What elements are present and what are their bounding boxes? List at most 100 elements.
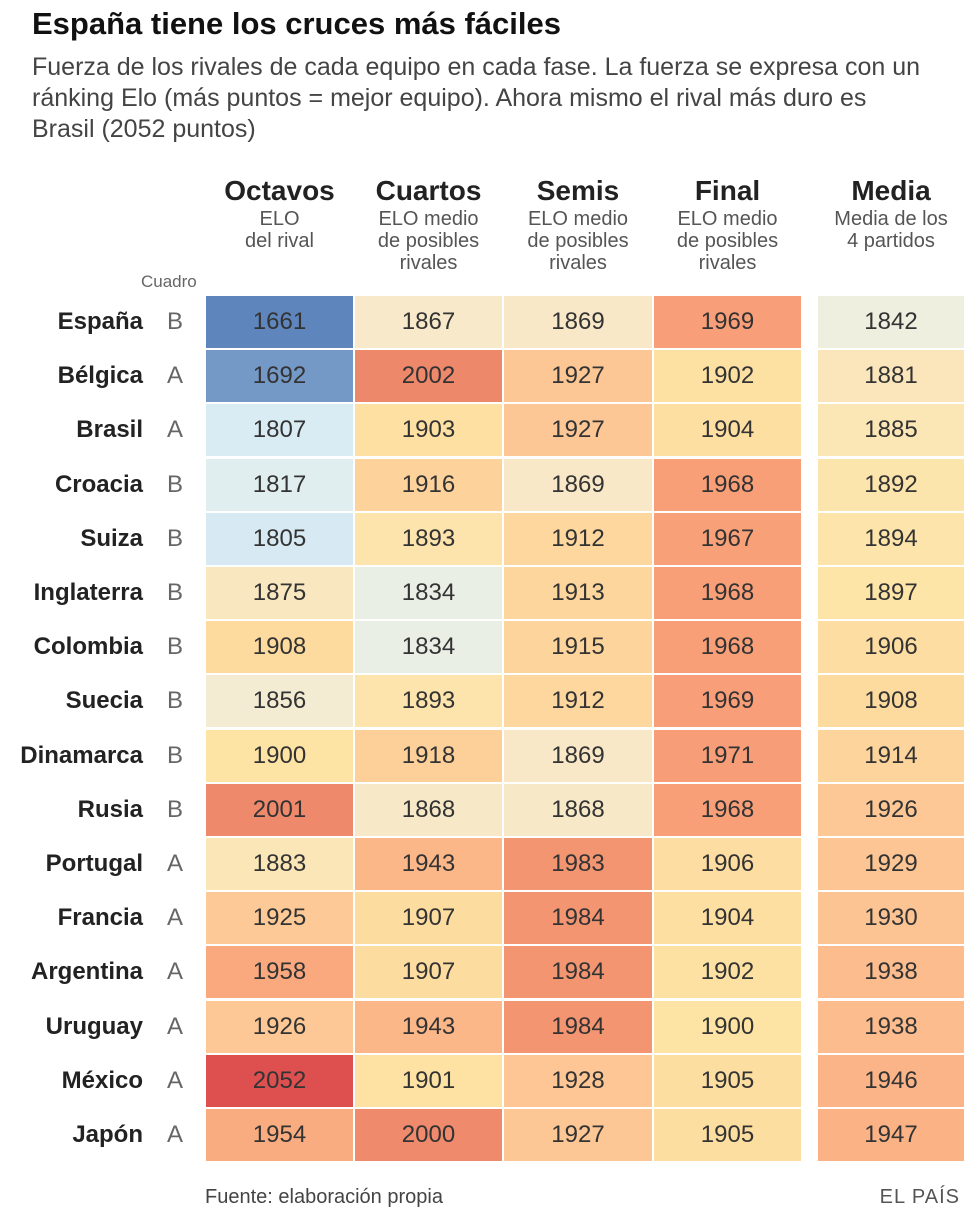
team-cuadro: B	[166, 471, 183, 498]
team-cuadro: B	[166, 742, 183, 769]
heatmap-cell-octavos: 1926	[206, 1001, 353, 1053]
heatmap-cell-final: 1971	[654, 730, 801, 782]
heatmap-cell-media: 1929	[818, 838, 964, 890]
column-subtitle-line: de posibles	[377, 230, 480, 252]
heatmap-cell-octavos: 1958	[206, 946, 353, 998]
team-cuadro: A	[166, 850, 183, 877]
heatmap-cell-media: 1926	[818, 784, 964, 836]
column-subtitle-line: 4 partidos	[847, 230, 935, 252]
cuadro-column-label: Cuadro	[141, 272, 197, 291]
column-subtitle-line: ELO medio	[378, 208, 479, 230]
heatmap-cell-media: 1906	[818, 621, 964, 673]
brand-logo-text: EL PAÍS	[879, 1186, 960, 1208]
team-name: Uruguay	[45, 1013, 143, 1040]
heatmap-cell-media: 1908	[818, 675, 964, 727]
team-name: España	[57, 308, 143, 335]
heatmap-cell-final: 1967	[654, 513, 801, 565]
team-cuadro: A	[166, 1121, 183, 1148]
team-name: Argentina	[30, 958, 143, 985]
heatmap-cell-semis: 1869	[504, 459, 652, 511]
heatmap-cell-semis: 1984	[504, 946, 652, 998]
team-cuadro: B	[166, 796, 183, 823]
team-name: Croacia	[54, 471, 143, 498]
team-name: Suiza	[80, 525, 143, 552]
heatmap-cell-semis: 1869	[504, 296, 652, 348]
team-name: Francia	[57, 904, 143, 931]
heatmap-cell-final: 1968	[654, 459, 801, 511]
heatmap-cell-semis: 1869	[504, 730, 652, 782]
heatmap-cell-octavos: 1807	[206, 404, 353, 456]
column-title: Final	[694, 175, 761, 206]
heatmap-cell-octavos: 2052	[206, 1055, 353, 1107]
team-name: Rusia	[77, 796, 143, 823]
team-cuadro: B	[166, 525, 183, 552]
heatmap-cell-cuartos: 1918	[355, 730, 502, 782]
heatmap-cell-cuartos: 1907	[355, 946, 502, 998]
heatmap-cell-final: 1969	[654, 296, 801, 348]
heatmap-cell-octavos: 1692	[206, 350, 353, 402]
heatmap-cell-media: 1914	[818, 730, 964, 782]
heatmap-cell-octavos: 1900	[206, 730, 353, 782]
heatmap-cell-semis: 1927	[504, 1109, 652, 1161]
heatmap-cell-cuartos: 1903	[355, 404, 502, 456]
chart-title: España tiene los cruces más fáciles	[32, 6, 561, 41]
heatmap-cell-media: 1946	[818, 1055, 964, 1107]
heatmap-cell-final: 1905	[654, 1055, 801, 1107]
heatmap-cell-cuartos: 1893	[355, 513, 502, 565]
team-name: Brasil	[76, 416, 143, 443]
team-name: México	[61, 1067, 143, 1094]
heatmap-cell-final: 1904	[654, 404, 801, 456]
heatmap-cell-cuartos: 1943	[355, 838, 502, 890]
team-cuadro: B	[166, 579, 183, 606]
column-header-final: Final ELO medio de posibles rivales	[654, 174, 801, 274]
source-note: Fuente: elaboración propia	[205, 1186, 443, 1208]
heatmap-cell-semis: 1913	[504, 567, 652, 619]
heatmap-cell-cuartos: 1834	[355, 621, 502, 673]
heatmap-cell-octavos: 1661	[206, 296, 353, 348]
heatmap-cell-cuartos: 1907	[355, 892, 502, 944]
column-header-cuartos: Cuartos ELO medio de posibles rivales	[355, 174, 502, 274]
heatmap-cell-cuartos: 1867	[355, 296, 502, 348]
heatmap-cell-final: 1968	[654, 567, 801, 619]
team-name: Colombia	[33, 633, 143, 660]
column-header-octavos: Octavos ELO del rival	[206, 174, 353, 252]
team-cuadro: B	[166, 308, 183, 335]
heatmap-cell-cuartos: 1943	[355, 1001, 502, 1053]
heatmap-cell-octavos: 1883	[206, 838, 353, 890]
team-name: Inglaterra	[33, 579, 143, 606]
heatmap-cell-semis: 1868	[504, 784, 652, 836]
heatmap-cell-cuartos: 2000	[355, 1109, 502, 1161]
heatmap-cell-semis: 1927	[504, 350, 652, 402]
heatmap-cell-octavos: 2001	[206, 784, 353, 836]
column-title: Octavos	[224, 175, 335, 206]
heatmap-cell-octavos: 1817	[206, 459, 353, 511]
heatmap-cell-media: 1930	[818, 892, 964, 944]
heatmap-cell-final: 1968	[654, 621, 801, 673]
heatmap-cell-semis: 1984	[504, 1001, 652, 1053]
chart-subtitle: Fuerza de los rivales de cada equipo en …	[32, 53, 921, 143]
heatmap-cell-media: 1897	[818, 567, 964, 619]
team-name: Bélgica	[57, 362, 143, 389]
team-cuadro: A	[166, 958, 183, 985]
column-title: Semis	[536, 175, 620, 206]
heatmap-cell-octavos: 1875	[206, 567, 353, 619]
heatmap-cell-cuartos: 2002	[355, 350, 502, 402]
heatmap-cell-cuartos: 1893	[355, 675, 502, 727]
column-subtitle-line: de posibles	[676, 230, 779, 252]
heatmap-cell-octavos: 1856	[206, 675, 353, 727]
heatmap-cell-final: 1905	[654, 1109, 801, 1161]
heatmap-cell-octavos: 1925	[206, 892, 353, 944]
column-title: Media	[851, 175, 931, 206]
column-subtitle-line: de posibles	[527, 230, 629, 252]
column-header-semis: Semis ELO medio de posibles rivales	[504, 174, 652, 274]
heatmap-cell-media: 1885	[818, 404, 964, 456]
heatmap-cell-octavos: 1908	[206, 621, 353, 673]
team-name: Japón	[72, 1121, 143, 1148]
heatmap-cell-final: 1900	[654, 1001, 801, 1053]
heatmap-cell-final: 1968	[654, 784, 801, 836]
heatmap-cell-media: 1892	[818, 459, 964, 511]
heatmap-cell-semis: 1927	[504, 404, 652, 456]
column-subtitle-line: ELO medio	[677, 208, 778, 230]
column-subtitle-line: rivales	[399, 252, 458, 274]
heatmap-cell-cuartos: 1901	[355, 1055, 502, 1107]
